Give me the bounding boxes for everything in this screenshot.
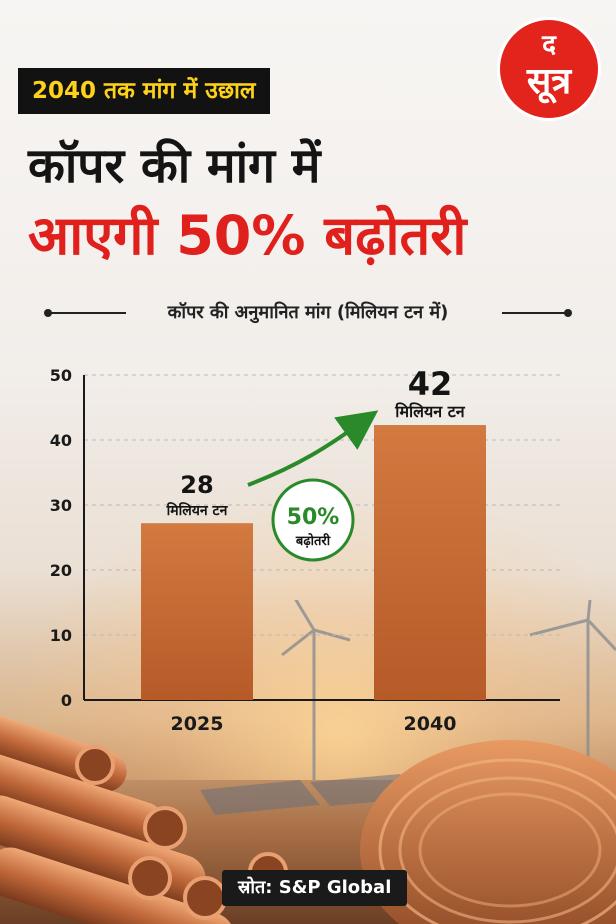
y-tick-label: 10: [50, 626, 72, 645]
data-label-unit: मिलियन टन: [394, 402, 465, 421]
data-label-value: 28: [180, 471, 213, 499]
title-rule-dot-right: [564, 309, 572, 317]
logo-big-text: सूत्र: [526, 61, 572, 102]
bar: [374, 425, 486, 700]
title-rule-left: [50, 312, 126, 314]
y-tick-label: 40: [50, 431, 72, 450]
data-label-unit: मिलियन टन: [166, 502, 229, 519]
copper-background-scene: [0, 600, 616, 924]
y-tick-label: 20: [50, 561, 72, 580]
bar: [141, 523, 253, 700]
chart-title-row: कॉपर की अनुमानित मांग (मिलियन टन में): [44, 300, 572, 326]
growth-badge-value: 50%: [287, 505, 340, 530]
the-sootr-logo: द सूत्र: [500, 20, 598, 118]
y-tick-label: 0: [61, 691, 72, 710]
x-tick-label: 2040: [404, 713, 457, 735]
headline-line-2: आएगी 50% बढ़ोतरी: [28, 204, 467, 267]
title-rule-right: [502, 312, 566, 314]
data-label-value: 42: [408, 365, 453, 403]
growth-arrow-icon: [247, 410, 379, 487]
copper-coil-icon: [360, 740, 616, 924]
growth-badge-text: बढ़ोतरी: [295, 533, 331, 549]
y-tick-label: 50: [50, 366, 72, 385]
headline-line-1: कॉपर की मांग में: [28, 138, 321, 194]
x-tick-label: 2025: [171, 713, 224, 735]
growth-badge: [271, 478, 355, 562]
copper-pipes-icon: [0, 711, 288, 924]
source-credit: स्रोत: S&P Global: [222, 870, 408, 906]
y-tick-label: 30: [50, 496, 72, 515]
headline-tag: 2040 तक मांग में उछाल: [18, 68, 270, 114]
chart-title: कॉपर की अनुमानित मांग (मिलियन टन में): [167, 302, 449, 323]
logo-small-text: द: [542, 30, 556, 60]
title-rule-dot-left: [44, 309, 52, 317]
